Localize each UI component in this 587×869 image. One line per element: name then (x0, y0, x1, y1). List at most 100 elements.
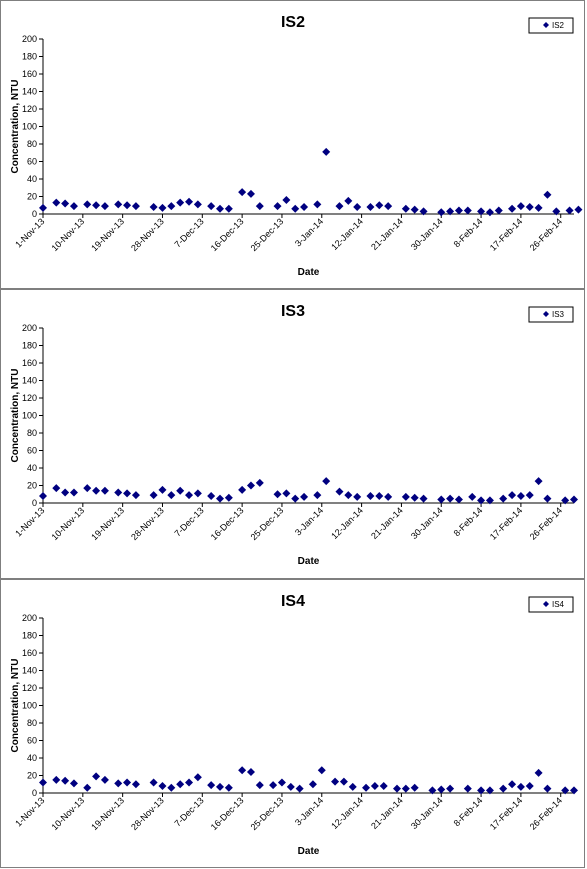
legend-label: IS3 (552, 310, 565, 319)
x-tick-label: 1-Nov-13 (13, 795, 46, 828)
data-point (300, 492, 309, 501)
data-point (52, 198, 61, 207)
x-tick-label: 26-Feb-14 (528, 795, 564, 831)
y-tick-label: 80 (27, 718, 37, 728)
x-tick-label: 19-Nov-13 (89, 795, 126, 832)
data-point (158, 203, 167, 212)
data-point (344, 491, 353, 500)
x-tick-label: 7-Dec-13 (172, 216, 205, 249)
data-point (561, 786, 570, 795)
chart-is2: IS2 0 20 40 60 80 100 120 140 160 180 200 1-Nov-13 10… (10, 14, 583, 278)
data-point (100, 775, 109, 784)
data-point (193, 773, 202, 782)
data-point (366, 492, 375, 500)
data-point (123, 489, 132, 498)
data-point (282, 489, 291, 498)
y-tick-label: 160 (22, 358, 37, 368)
y-tick-label: 20 (27, 481, 37, 491)
data-point (313, 491, 322, 500)
data-point (570, 786, 578, 795)
data-point (291, 204, 300, 213)
data-point (525, 491, 534, 500)
data-point (499, 494, 508, 503)
data-point (353, 203, 362, 211)
data-point (207, 781, 216, 790)
y-axis-label: Concentration, NTU (10, 369, 21, 463)
data-point (158, 782, 167, 790)
data-point (238, 188, 247, 197)
legend-box (528, 17, 574, 34)
x-tick-label: 26-Feb-14 (528, 216, 564, 252)
x-tick-label: 25-Dec-13 (249, 216, 286, 253)
data-point (158, 485, 167, 494)
data-point (494, 206, 503, 215)
y-tick-label: 120 (22, 393, 37, 403)
data-point (246, 189, 255, 198)
data-point (149, 203, 158, 211)
legend-marker (543, 311, 549, 317)
data-point (344, 196, 353, 205)
data-point (69, 488, 78, 497)
x-tick-label: 8-Feb-14 (452, 795, 485, 828)
x-tick-label: 19-Nov-13 (89, 216, 126, 253)
y-tick-label: 60 (27, 157, 37, 167)
y-axis-label: Concentration, NTU (10, 80, 21, 174)
data-point (437, 495, 446, 504)
data-point (574, 205, 583, 214)
data-point (375, 201, 384, 210)
y-tick-label: 40 (27, 174, 37, 184)
data-point (366, 203, 375, 211)
data-point (401, 204, 410, 213)
data-point (83, 783, 92, 792)
data-point (224, 783, 233, 792)
data-point (114, 488, 123, 497)
data-point (176, 780, 185, 789)
data-point (534, 768, 543, 777)
legend-box (528, 306, 574, 323)
data-point (291, 494, 300, 503)
data-point (393, 784, 401, 793)
data-point (419, 494, 428, 503)
x-tick-label: 10-Nov-13 (49, 505, 86, 542)
data-point (454, 495, 463, 504)
y-tick-label: 0 (32, 788, 37, 798)
y-tick-label: 140 (22, 666, 37, 676)
data-point (131, 202, 140, 211)
legend-label: IS4 (552, 600, 565, 609)
data-point (534, 477, 543, 486)
x-tick-label: 12-Jan-14 (329, 795, 365, 831)
data-point (463, 784, 472, 793)
data-point (273, 202, 282, 211)
chart-panel-is2: IS2 0 20 40 60 80 100 120 140 160 180 200 1-Nov-13 10… (0, 0, 585, 289)
x-tick-label: 28-Nov-13 (129, 505, 166, 542)
x-tick-label: 19-Nov-13 (89, 505, 126, 542)
data-point (255, 781, 264, 790)
legend-marker (543, 22, 549, 28)
data-point (83, 484, 92, 493)
data-point (39, 778, 47, 787)
data-point (185, 778, 194, 787)
y-tick-label: 180 (22, 341, 37, 351)
x-tick-label: 28-Nov-13 (129, 216, 166, 253)
x-axis-label: Date (298, 267, 320, 278)
data-point (508, 780, 517, 789)
data-point (446, 494, 455, 503)
y-tick-label: 0 (32, 498, 37, 508)
chart-panel-is4: IS4 0 20 40 60 80 100 120 140 160 180 200 1-Nov-13 10… (0, 579, 585, 868)
legend-box (528, 596, 574, 613)
data-point (39, 492, 47, 500)
y-tick-label: 200 (22, 34, 37, 44)
x-tick-label: 26-Feb-14 (528, 505, 564, 541)
data-point (401, 784, 410, 793)
chart-title: IS2 (281, 14, 305, 31)
data-point (61, 199, 70, 208)
data-point (410, 205, 419, 214)
data-point (543, 494, 552, 503)
y-tick-label: 140 (22, 376, 37, 386)
x-tick-label: 30-Jan-14 (409, 216, 445, 252)
data-point (282, 196, 291, 204)
y-tick-label: 60 (27, 736, 37, 746)
data-point (370, 782, 379, 790)
data-point (224, 493, 233, 502)
data-point (543, 190, 552, 199)
